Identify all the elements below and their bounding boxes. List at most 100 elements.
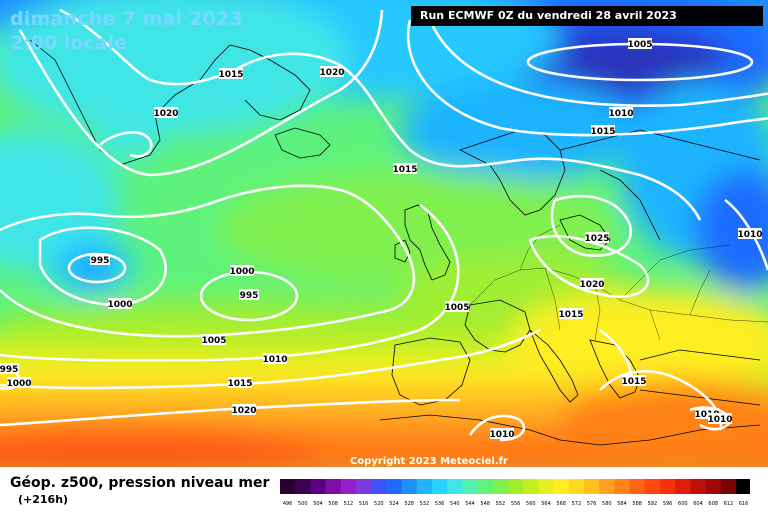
color-scale-swatch [477, 479, 494, 494]
color-scale-swatch [736, 479, 750, 494]
color-scale-swatch [614, 479, 630, 494]
color-scale-tick-label: 500 [298, 501, 308, 507]
color-scale-tick-label: 508 [328, 501, 338, 507]
isobar-label: 1015 [558, 308, 584, 320]
color-scale-swatch [675, 479, 691, 494]
isobar-label: 995 [239, 289, 259, 301]
isobar-label: 1015 [392, 163, 418, 175]
isobar-label: 1015 [218, 68, 244, 80]
svg-text:1015: 1015 [590, 127, 615, 137]
svg-text:1020: 1020 [579, 280, 604, 290]
color-scale-swatch [447, 479, 463, 494]
isobar-label: 1015 [590, 125, 616, 137]
color-scale-tick-label: 584 [617, 501, 627, 507]
color-scale-tick-label: 608 [708, 501, 718, 507]
isobar-label: 1020 [319, 66, 345, 78]
isobar-label: 1025 [584, 232, 610, 244]
color-scale-tick-label: 548 [480, 501, 490, 507]
isobar-label: 1015 [621, 375, 647, 387]
color-scale-tick-label: 588 [632, 501, 642, 507]
svg-text:1015: 1015 [621, 377, 646, 387]
color-scale-tick-label: 564 [541, 501, 551, 507]
svg-text:1005: 1005 [444, 303, 469, 313]
isobar-label: 1010 [737, 228, 763, 240]
color-scale-tick-label: 572 [572, 501, 582, 507]
isobar-label: 995 [90, 254, 110, 266]
isobar-label: 1000 [107, 298, 133, 310]
svg-text:1020: 1020 [153, 109, 178, 119]
color-scale-swatch [629, 479, 646, 494]
isobar-label: 1020 [153, 107, 179, 119]
svg-text:1000: 1000 [6, 379, 31, 389]
isobar-label: 1010 [262, 353, 288, 365]
coastlines [29, 39, 761, 446]
color-scale-swatch [386, 479, 402, 494]
color-scale-swatch [644, 479, 661, 494]
color-scale-tick-label: 524 [389, 501, 399, 507]
legend-lead-time: (+216h) [18, 493, 69, 506]
copyright-notice: Copyright 2023 Meteociel.fr [350, 456, 508, 467]
color-scale-swatch [523, 479, 539, 494]
forecast-date-title: dimanche 7 mai 2023 [10, 8, 243, 30]
color-scale-swatch [416, 479, 433, 494]
color-scale-tick-label: 596 [663, 501, 673, 507]
color-scale-tick-label: 580 [602, 501, 612, 507]
color-scale-swatches [280, 479, 750, 494]
color-scale-swatch [508, 479, 524, 494]
svg-text:1000: 1000 [107, 300, 132, 310]
color-scale-tick-label: 512 [344, 501, 354, 507]
color-scale-tick-label: 600 [678, 501, 688, 507]
svg-text:1000: 1000 [229, 267, 254, 277]
color-scale-tick-label: 612 [724, 501, 734, 507]
isobar-label: 1020 [231, 404, 257, 416]
isobar-label: 1005 [444, 301, 470, 313]
svg-text:1015: 1015 [227, 379, 252, 389]
isobar-label: 1005 [201, 334, 227, 346]
color-scale-swatch [720, 479, 737, 494]
color-scale-swatch [660, 479, 676, 494]
isobar-label: 1000 [6, 377, 32, 389]
isobar-labels: 1005 1010 1015 1015 1020 1015 1020 1025 … [0, 38, 763, 440]
color-scale-tick-label: 532 [420, 501, 430, 507]
svg-text:1005: 1005 [201, 336, 226, 346]
color-scale-swatch [538, 479, 554, 494]
isobar-label: 1010 [707, 413, 733, 425]
color-scale-swatch [690, 479, 706, 494]
isobar-lines [0, 8, 768, 442]
isobar-label: 1015 [227, 377, 253, 389]
color-scale-ticks: 496 500 504 508 512 516 520 524 528 532 536 540 544 5… [283, 501, 749, 507]
isobar-label: 1010 [608, 107, 634, 119]
svg-text:1015: 1015 [218, 70, 243, 80]
svg-text:1010: 1010 [608, 109, 633, 119]
svg-text:1025: 1025 [584, 234, 609, 244]
color-scale-tick-label: 592 [648, 501, 658, 507]
svg-text:995: 995 [91, 256, 110, 266]
svg-text:1020: 1020 [231, 406, 256, 416]
color-scale-swatch [325, 479, 342, 494]
color-scale: 496 500 504 508 512 516 520 524 528 532 536 540 544 5… [280, 479, 750, 507]
run-info-box [411, 6, 763, 26]
color-scale-swatch [492, 479, 509, 494]
color-scale-tick-label: 544 [465, 501, 475, 507]
color-scale-swatch [705, 479, 722, 494]
svg-text:1010: 1010 [737, 230, 762, 240]
isobar-label: 1010 [489, 428, 515, 440]
svg-text:1015: 1015 [392, 165, 417, 175]
isobar-label: 1020 [579, 278, 605, 290]
isobar-label: 1005 [627, 38, 653, 50]
svg-text:1005: 1005 [627, 40, 652, 50]
color-scale-tick-label: 516 [359, 501, 369, 507]
color-scale-swatch [462, 479, 478, 494]
color-scale-tick-label: 536 [435, 501, 445, 507]
color-scale-tick-label: 528 [404, 501, 414, 507]
geopotential-map: 1005 1010 1015 1015 1020 1015 1020 1025 … [0, 0, 768, 467]
color-scale-swatch [568, 479, 585, 494]
svg-text:995: 995 [240, 291, 259, 301]
geopotential-shading [0, 0, 768, 467]
color-scale-tick-label: 556 [511, 501, 521, 507]
color-scale-swatch [295, 479, 311, 494]
color-scale-tick-label: 520 [374, 501, 384, 507]
color-scale-swatch [553, 479, 570, 494]
forecast-time-title: 2:00 locale [10, 32, 127, 54]
color-scale-tick-label: 540 [450, 501, 460, 507]
